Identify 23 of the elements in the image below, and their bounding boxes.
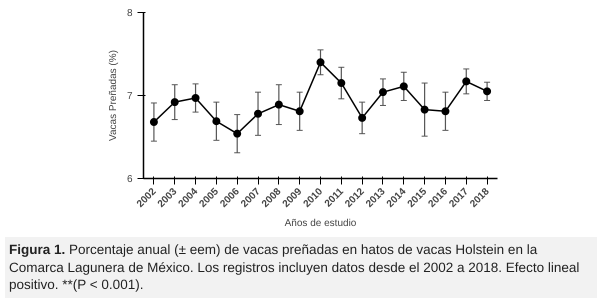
point xyxy=(150,118,158,126)
point xyxy=(274,100,283,109)
point xyxy=(316,58,324,66)
point xyxy=(483,87,492,96)
y-axis-title: Vacas Preñadas (%) xyxy=(108,50,119,141)
point xyxy=(254,110,262,118)
y-tick-label: 6 xyxy=(126,174,133,185)
point xyxy=(337,79,346,88)
point xyxy=(358,114,366,122)
point xyxy=(420,106,429,114)
point xyxy=(400,82,408,90)
point xyxy=(233,130,242,138)
point xyxy=(296,107,304,116)
y-tick-label: 8 xyxy=(126,8,133,19)
point xyxy=(462,77,470,86)
point xyxy=(212,117,220,126)
x-axis-title: Años de estudio xyxy=(284,218,357,230)
y-tick-label: 7 xyxy=(126,91,133,102)
point xyxy=(441,107,450,116)
point xyxy=(192,94,200,102)
point xyxy=(378,88,387,96)
point xyxy=(170,98,179,106)
text: Figura 1. Porcentaje anual (± eem) de vacas preñadas en hatos de vacas Holstein en la Comarca Lagunera de México. Los registros incluyen datos desde el 2002 a 2018. Efecto lineal positivo. **(P < 0.001). xyxy=(9,241,580,294)
